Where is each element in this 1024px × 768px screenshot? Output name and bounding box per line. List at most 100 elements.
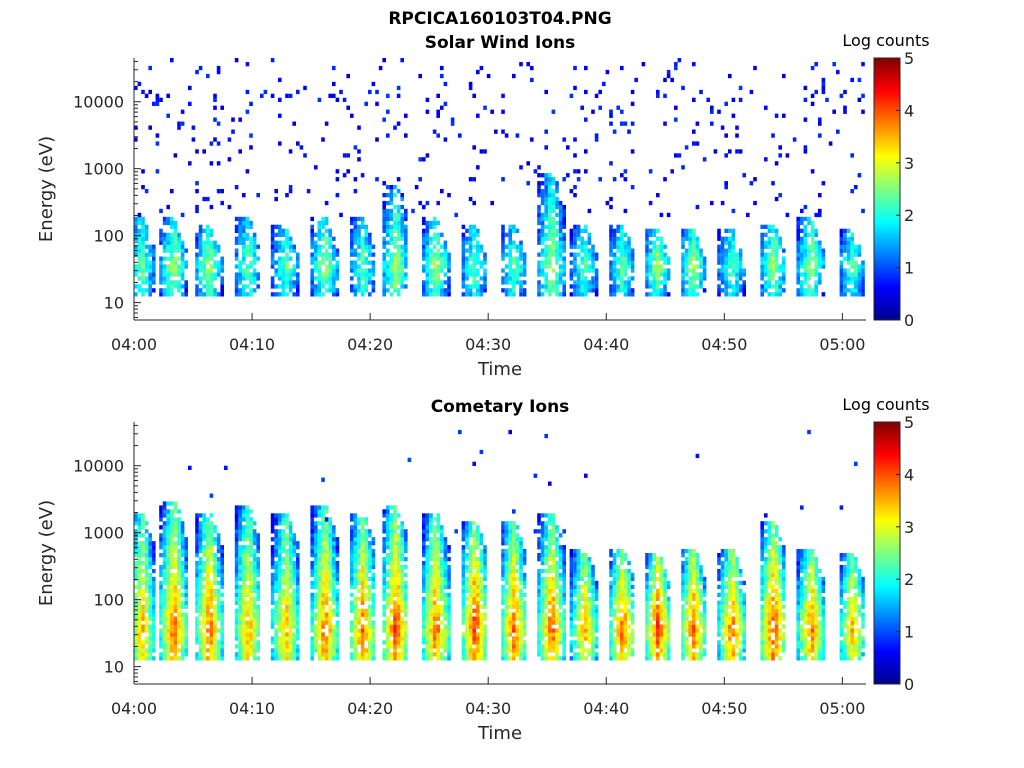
heatmap-cell (177, 624, 181, 629)
heatmap-cell (274, 560, 278, 566)
heatmap-cell (443, 644, 448, 649)
heatmap-cell (180, 272, 185, 277)
heatmap-cell (350, 284, 354, 289)
heatmap-cell (166, 545, 170, 550)
heatmap-cell (252, 252, 257, 257)
heatmap-cell (252, 616, 257, 621)
heatmap-cell (314, 165, 318, 170)
heatmap-cell (461, 604, 466, 609)
heatmap-cell (198, 525, 203, 530)
heatmap-cell (288, 557, 293, 562)
heatmap-cell (720, 268, 725, 273)
heatmap-cell (699, 272, 703, 277)
heatmap-cell (134, 608, 138, 613)
heatmap-cell (396, 537, 401, 542)
heatmap-cell (285, 584, 289, 590)
heatmap-cell (659, 288, 664, 293)
heatmap-cell (688, 248, 692, 253)
heatmap-cell (393, 628, 397, 633)
heatmap-cell (515, 268, 520, 273)
heatmap-cell (324, 612, 329, 617)
heatmap-cell (137, 284, 142, 289)
heatmap-cell (382, 212, 386, 218)
heatmap-cell (317, 272, 322, 277)
heatmap-cell (213, 93, 217, 98)
heatmap-cell (274, 224, 278, 229)
heatmap-cell (321, 624, 325, 629)
heatmap-cell (422, 541, 426, 546)
heatmap-cell (468, 640, 473, 645)
heatmap-cell (292, 537, 296, 542)
heatmap-cell (242, 224, 246, 229)
heatmap-cell (159, 525, 163, 530)
heatmap-cell (220, 600, 224, 605)
heatmap-cell (335, 193, 340, 198)
heatmap-cell (803, 276, 808, 281)
heatmap-cell (328, 252, 332, 257)
heatmap-cell (245, 505, 250, 510)
heatmap-cell (321, 521, 325, 526)
heatmap-cell (551, 196, 556, 202)
heatmap-cell (332, 656, 336, 661)
heatmap-cell (209, 652, 214, 657)
heatmap-cell (468, 284, 473, 289)
heatmap-cell (162, 292, 167, 297)
heatmap-cell (321, 564, 325, 570)
heatmap-cell (184, 557, 188, 562)
heatmap-cell (278, 537, 282, 542)
heatmap-cell (162, 616, 167, 621)
heatmap-cell (148, 596, 152, 601)
heatmap-cell (328, 616, 332, 621)
heatmap-cell (432, 588, 437, 593)
heatmap-cell (382, 541, 386, 546)
heatmap-cell (404, 256, 408, 261)
heatmap-cell (220, 616, 224, 621)
heatmap-cell (418, 177, 422, 182)
heatmap-cell (666, 268, 671, 273)
heatmap-cell (594, 288, 599, 293)
heatmap-cell (436, 240, 440, 245)
heatmap-cell (166, 248, 170, 253)
heatmap-cell (270, 292, 275, 297)
heatmap-cell (796, 260, 800, 265)
heatmap-cell (425, 604, 430, 609)
heatmap-cell (612, 240, 617, 245)
heatmap-cell (404, 113, 408, 118)
heatmap-cell (184, 612, 188, 617)
heatmap-cell (404, 624, 408, 629)
heatmap-cell (576, 169, 581, 174)
heatmap-cell (256, 276, 260, 281)
heatmap-cell (324, 636, 329, 641)
heatmap-cell (386, 200, 390, 206)
heatmap-cell (152, 644, 156, 649)
heatmap-cell (742, 173, 746, 178)
heatmap-cell (350, 564, 354, 570)
heatmap-cell (447, 256, 451, 261)
heatmap-cell (162, 216, 167, 222)
heatmap-cell (386, 517, 390, 522)
heatmap-cell (537, 236, 541, 241)
heatmap-cell (278, 560, 282, 566)
heatmap-cell (396, 588, 401, 593)
heatmap-cell (436, 576, 440, 582)
heatmap-cell (270, 576, 275, 582)
heatmap-cell (274, 608, 278, 613)
heatmap-cell (216, 628, 221, 633)
heatmap-cell (810, 248, 815, 253)
heatmap-cell (476, 620, 480, 625)
heatmap-cell (472, 553, 476, 558)
heatmap-cell (537, 189, 541, 194)
heatmap-cell (252, 588, 257, 593)
heatmap-cell (447, 580, 451, 586)
heatmap-cell (350, 236, 354, 241)
heatmap-cell (137, 517, 142, 522)
heatmap-cell (364, 648, 368, 653)
heatmap-cell (270, 656, 275, 661)
heatmap-cell (623, 252, 628, 257)
heatmap-cell (234, 576, 239, 582)
heatmap-cell (425, 272, 430, 277)
heatmap-cell (468, 256, 473, 261)
heatmap-cell (501, 553, 505, 558)
heatmap-cell (767, 280, 772, 285)
heatmap-cell (202, 513, 206, 518)
